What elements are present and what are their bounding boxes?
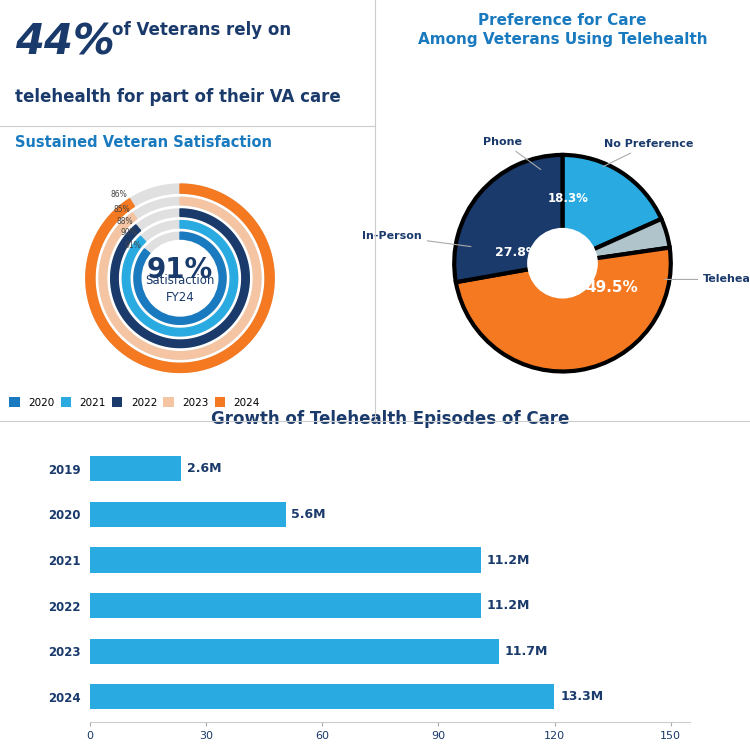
Text: 85%: 85%	[113, 205, 130, 214]
Text: 2.6M: 2.6M	[187, 462, 221, 475]
Text: 86%: 86%	[110, 190, 127, 199]
Polygon shape	[122, 220, 238, 336]
Bar	[90, 547, 481, 572]
Legend: 2020, 2021, 2022, 2023, 2024: 2020, 2021, 2022, 2023, 2024	[5, 393, 264, 411]
Wedge shape	[562, 219, 670, 263]
Polygon shape	[122, 220, 238, 336]
Text: Satisfaction
FY24: Satisfaction FY24	[146, 274, 214, 304]
Text: 11.7M: 11.7M	[504, 644, 548, 658]
Circle shape	[142, 241, 218, 316]
Bar	[90, 456, 181, 481]
Text: 44%: 44%	[15, 21, 115, 63]
Text: Sustained Veteran Satisfaction: Sustained Veteran Satisfaction	[15, 135, 272, 150]
Polygon shape	[86, 184, 274, 372]
Text: 27.8%: 27.8%	[495, 246, 538, 259]
Text: 88%: 88%	[116, 217, 133, 226]
Text: 49.5%: 49.5%	[585, 280, 638, 295]
Text: 91%: 91%	[147, 256, 213, 284]
Text: Preference for Care
Among Veterans Using Telehealth: Preference for Care Among Veterans Using…	[418, 13, 707, 47]
Wedge shape	[454, 155, 562, 282]
Bar	[90, 593, 481, 618]
Text: 5.6M: 5.6M	[291, 508, 326, 521]
Text: 91%: 91%	[124, 241, 141, 250]
Title: Growth of Telehealth Episodes of Care: Growth of Telehealth Episodes of Care	[211, 411, 569, 428]
Wedge shape	[456, 247, 670, 371]
Bar	[90, 502, 286, 527]
Polygon shape	[111, 209, 249, 347]
Text: telehealth for part of their VA care: telehealth for part of their VA care	[15, 89, 340, 107]
Bar	[90, 638, 499, 664]
Polygon shape	[134, 232, 226, 324]
Text: 90%: 90%	[121, 229, 137, 238]
Wedge shape	[562, 155, 662, 263]
Polygon shape	[99, 197, 261, 359]
Circle shape	[528, 229, 597, 298]
Text: 11.2M: 11.2M	[487, 599, 530, 612]
Text: 11.2M: 11.2M	[487, 553, 530, 566]
Text: 18.3%: 18.3%	[548, 192, 588, 205]
Polygon shape	[134, 232, 226, 324]
Text: No Preference: No Preference	[603, 139, 694, 167]
Text: Telehealth: Telehealth	[665, 274, 750, 284]
Polygon shape	[111, 209, 249, 347]
Bar	[90, 684, 554, 709]
Polygon shape	[86, 184, 274, 372]
Polygon shape	[99, 197, 261, 359]
Text: of Veterans rely on: of Veterans rely on	[112, 21, 292, 39]
Text: 13.3M: 13.3M	[560, 690, 603, 703]
Text: Phone: Phone	[484, 137, 541, 169]
Text: In-Person: In-Person	[362, 231, 471, 247]
